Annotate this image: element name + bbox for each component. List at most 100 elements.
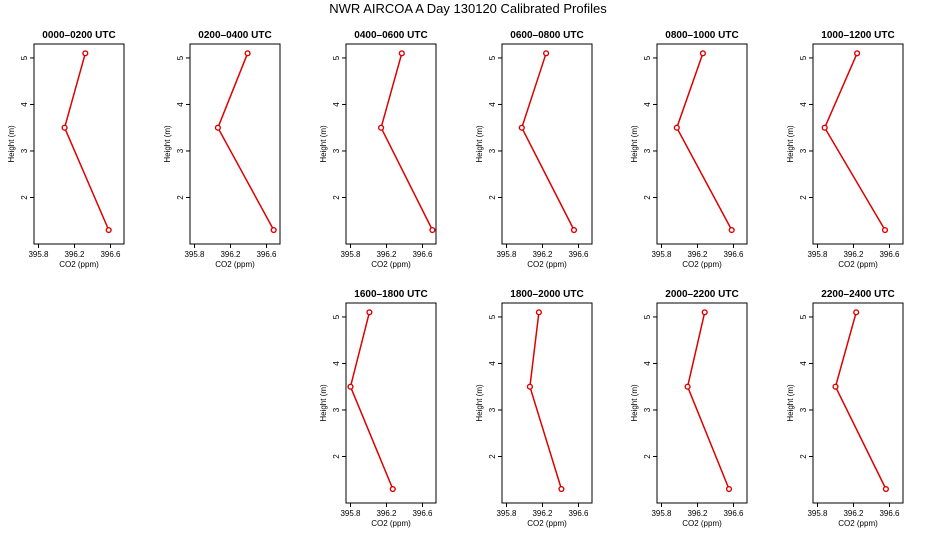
profile-line bbox=[349, 312, 394, 490]
y-tick-label: 4 bbox=[20, 102, 29, 107]
data-point bbox=[347, 383, 354, 390]
panel-title: 1600–1800 UTC bbox=[354, 289, 427, 300]
y-tick-label: 3 bbox=[643, 407, 652, 412]
x-axis-label: CO2 (ppm) bbox=[215, 260, 255, 269]
x-tick-label: 395.8 bbox=[651, 250, 672, 259]
y-tick-label: 2 bbox=[332, 195, 341, 200]
x-axis-label: CO2 (ppm) bbox=[838, 260, 878, 269]
data-point bbox=[270, 226, 277, 234]
y-tick-label: 4 bbox=[799, 102, 808, 107]
data-point bbox=[699, 50, 707, 57]
y-tick-label: 4 bbox=[643, 102, 652, 107]
y-axis-label: Height (m) bbox=[7, 125, 16, 163]
y-axis-label: Height (m) bbox=[630, 125, 639, 163]
y-axis-label: Height (m) bbox=[163, 125, 172, 163]
data-point bbox=[853, 309, 860, 316]
panel-title: 0800–1000 UTC bbox=[665, 30, 738, 41]
x-tick-label: 395.8 bbox=[807, 250, 828, 259]
profile-line bbox=[380, 53, 434, 231]
y-tick-label: 2 bbox=[488, 195, 497, 200]
y-tick-label: 3 bbox=[20, 148, 29, 153]
x-tick-label: 396.6 bbox=[256, 250, 277, 259]
x-tick-label: 396.6 bbox=[723, 509, 744, 518]
x-tick-label: 396.6 bbox=[723, 250, 744, 259]
panel-title: 1800–2000 UTC bbox=[510, 289, 583, 300]
y-tick-label: 3 bbox=[643, 148, 652, 153]
y-axis-label: Height (m) bbox=[630, 384, 639, 422]
data-point bbox=[105, 226, 112, 234]
y-tick-label: 4 bbox=[799, 361, 808, 366]
data-point bbox=[684, 383, 691, 390]
y-tick-label: 4 bbox=[332, 102, 341, 107]
plot-frame bbox=[656, 43, 748, 245]
profile-line bbox=[834, 312, 887, 490]
data-point bbox=[853, 50, 861, 57]
y-tick-label: 3 bbox=[799, 407, 808, 412]
y-tick-label: 5 bbox=[643, 55, 652, 60]
data-point bbox=[832, 383, 839, 390]
y-axis-label: Height (m) bbox=[786, 125, 795, 163]
profile-line bbox=[686, 312, 730, 490]
y-tick-label: 2 bbox=[643, 195, 652, 200]
panel-title: 0600–0800 UTC bbox=[510, 30, 583, 41]
data-point bbox=[244, 50, 251, 57]
y-tick-label: 3 bbox=[488, 148, 497, 153]
data-point bbox=[821, 124, 828, 131]
y-tick-label: 5 bbox=[799, 314, 808, 319]
y-tick-label: 2 bbox=[643, 454, 652, 459]
x-tick-label: 395.8 bbox=[28, 250, 49, 259]
data-point bbox=[214, 124, 222, 131]
x-tick-label: 396.6 bbox=[412, 509, 433, 518]
x-axis-label: CO2 (ppm) bbox=[527, 260, 567, 269]
x-tick-label: 396.2 bbox=[376, 509, 397, 518]
x-tick-label: 395.8 bbox=[807, 509, 828, 518]
x-tick-label: 396.2 bbox=[687, 250, 708, 259]
x-tick-label: 395.8 bbox=[496, 250, 517, 259]
y-axis-label: Height (m) bbox=[475, 384, 484, 422]
panel-title: 2200–2400 UTC bbox=[821, 289, 894, 300]
data-point bbox=[429, 226, 436, 234]
panel-title: 0400–0600 UTC bbox=[354, 30, 427, 41]
y-tick-label: 3 bbox=[176, 148, 185, 153]
panel-title: 0000–0200 UTC bbox=[42, 30, 115, 41]
y-axis-label: Height (m) bbox=[319, 384, 328, 422]
y-tick-label: 5 bbox=[176, 55, 185, 60]
profile-line bbox=[675, 53, 733, 231]
y-tick-label: 4 bbox=[176, 102, 185, 107]
x-axis-label: CO2 (ppm) bbox=[371, 260, 411, 269]
x-axis-label: CO2 (ppm) bbox=[59, 260, 99, 269]
y-tick-label: 4 bbox=[643, 361, 652, 366]
profile-line bbox=[63, 53, 110, 231]
y-tick-label: 2 bbox=[799, 454, 808, 459]
y-axis-label: Height (m) bbox=[475, 125, 484, 163]
figure-title: NWR AIRCOA A Day 130120 Calibrated Profi… bbox=[329, 1, 607, 16]
data-point bbox=[82, 50, 89, 57]
data-point bbox=[535, 309, 543, 316]
profile-line bbox=[823, 53, 886, 231]
x-axis-label: CO2 (ppm) bbox=[682, 519, 722, 528]
data-point bbox=[558, 485, 565, 493]
y-tick-label: 2 bbox=[20, 195, 29, 200]
y-tick-label: 4 bbox=[488, 102, 497, 107]
y-tick-label: 2 bbox=[176, 195, 185, 200]
data-point bbox=[526, 383, 534, 390]
data-point bbox=[673, 124, 680, 131]
plot-frame bbox=[189, 43, 281, 245]
plot-frame bbox=[33, 43, 125, 245]
data-point bbox=[389, 485, 396, 493]
plot-frame bbox=[501, 43, 593, 245]
y-tick-label: 3 bbox=[332, 407, 341, 412]
y-tick-label: 5 bbox=[20, 55, 29, 60]
x-axis-label: CO2 (ppm) bbox=[371, 519, 411, 528]
data-point bbox=[570, 226, 578, 234]
y-tick-label: 5 bbox=[799, 55, 808, 60]
data-point bbox=[725, 485, 733, 493]
plot-frame bbox=[345, 302, 437, 504]
plot-frame bbox=[501, 302, 593, 504]
